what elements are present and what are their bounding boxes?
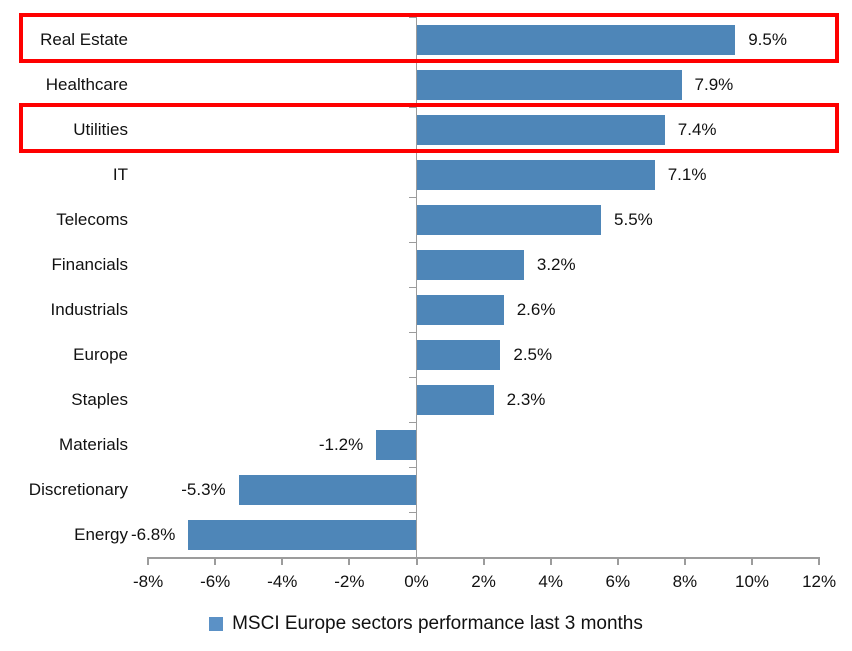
x-axis-tick [818,558,821,565]
category-tick [408,467,417,468]
category-label: Energy [74,524,128,544]
x-tick-label: 10% [734,572,770,591]
legend: MSCI Europe sectors performance last 3 m… [0,610,852,638]
x-axis-tick [683,558,686,565]
category-label: Europe [73,344,128,364]
category-label: Industrials [50,299,128,319]
x-axis-tick [147,558,150,565]
category-label: Materials [59,434,128,454]
x-axis-tick [751,558,753,565]
bar [416,24,736,55]
category-label: IT [112,164,128,184]
legend-marker-icon [209,617,224,631]
highlight-box-utilities [19,103,839,153]
value-label: 2.6% [516,299,556,319]
bar [416,249,524,280]
x-tick-label: -2% [334,572,365,591]
category-tick [408,242,417,243]
value-label: 2.3% [506,389,546,409]
x-tick-label: 0% [404,572,429,591]
bar [416,69,682,100]
bar [416,339,501,370]
value-label: -6.8% [130,524,176,544]
bar [376,429,417,460]
category-tick [408,287,417,288]
value-label: 7.9% [694,74,734,94]
bar [238,474,417,505]
zero-axis-line [416,17,417,557]
value-label: 5.5% [614,209,653,229]
value-label: 7.4% [677,119,717,139]
category-tick [408,197,417,198]
value-label: 7.1% [667,164,707,184]
category-label: Financials [51,254,128,274]
category-label: Utilities [73,119,128,139]
category-tick [408,422,417,423]
bar [416,384,494,415]
category-tick [408,332,417,333]
x-tick-label: -6% [200,572,231,591]
category-label: Healthcare [45,74,128,94]
x-tick-label: 2% [471,572,496,591]
bar [416,294,504,325]
x-tick-label: 4% [538,572,563,591]
bar [416,114,665,145]
category-tick [408,512,417,513]
category-label: Discretionary [28,479,128,499]
highlight-box-real-estate [19,13,839,63]
legend-label: MSCI Europe sectors performance last 3 m… [232,613,643,634]
category-tick [408,377,417,378]
x-tick-label: 6% [605,572,631,591]
category-tick [408,107,417,108]
value-label: -5.3% [181,479,226,499]
x-axis-tick [549,558,552,565]
category-label: Real Estate [40,29,128,49]
value-label: 2.5% [513,344,553,364]
value-label: -1.2% [318,434,364,454]
value-label: 3.2% [536,254,576,274]
x-tick-label: 8% [672,572,698,591]
bar [188,519,417,550]
x-axis-tick [482,558,485,565]
x-axis-tick [348,558,351,565]
category-label: Telecoms [56,209,128,229]
x-axis-tick [415,558,418,565]
value-label: 9.5% [748,29,787,49]
category-tick [408,17,417,18]
bar [416,159,655,190]
category-tick [408,557,417,558]
x-axis-tick [616,558,619,565]
x-axis-tick [214,558,217,565]
category-label: Staples [71,389,128,409]
x-tick-label: -8% [132,572,164,591]
x-axis-tick [281,558,284,565]
x-tick-label: -4% [267,572,298,591]
bar [416,204,602,235]
x-tick-label: 12% [802,572,837,591]
